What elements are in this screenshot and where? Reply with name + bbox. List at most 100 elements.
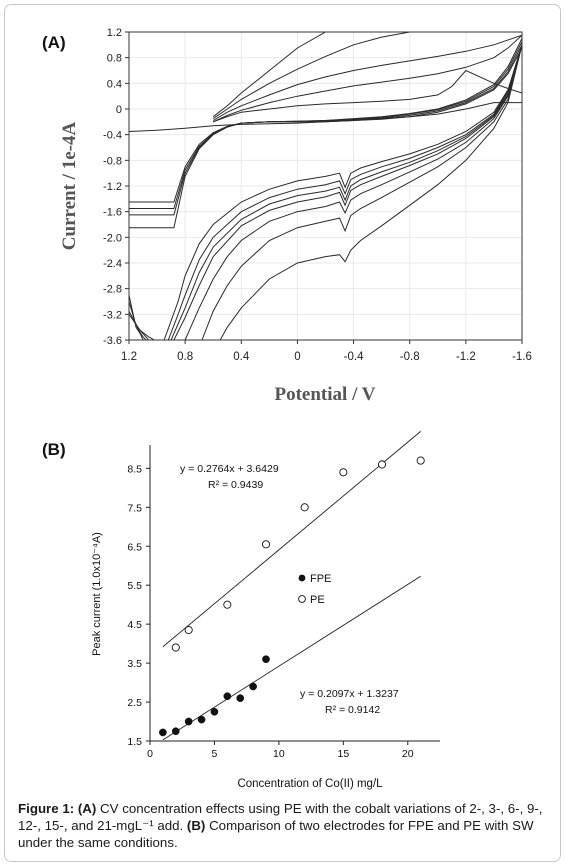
panel-a-y-tick-label: -3.2: [103, 309, 122, 321]
panel-a-x-tick-label: -1.6: [512, 351, 532, 363]
panel-a-y-tick-label: 0.4: [107, 78, 122, 90]
panel-a-cv-curve-19: [129, 301, 147, 340]
fpe-fit-r2: R² = 0.9142: [325, 704, 380, 716]
panel-a-y-tick-label: 0.8: [107, 53, 122, 65]
panel-b-y-tick-label: 8.5: [127, 463, 142, 475]
panel-a-x-axis-title: Potential / V: [275, 384, 376, 405]
pe-data-point: [377, 460, 387, 469]
panel-a-y-tick-label: 0: [116, 104, 122, 116]
panel-b-x-tick-label: 20: [402, 748, 414, 760]
figure-frame: [4, 4, 561, 862]
panel-a-x-tick-label: -1.2: [456, 351, 476, 363]
panel-b-y-ticks: 1.5 2.5 3.5 4.5 5.5 6.5 7.5 8.5: [127, 463, 150, 748]
panel-a-axes: [129, 32, 522, 340]
panel-a-y-tick-label: -2.0: [103, 232, 122, 244]
panel-a-cv-curve-6: [213, 69, 522, 123]
pe-data-point: [261, 540, 271, 549]
panel-b-label: (B): [42, 440, 66, 459]
fpe-data-point: [210, 707, 219, 716]
panel-b-y-tick-label: 3.5: [127, 658, 142, 670]
panel-a-x-ticks: 1.2 0.8 0.4 0 -0.4 -0.8 -1.2 -1.6: [121, 340, 532, 363]
pe-data-point: [300, 503, 309, 512]
pe-fit-r2: R² = 0.9439: [208, 479, 263, 491]
panel-b-fit-lines: [162, 431, 421, 741]
panel-b-x-tick-label: 15: [337, 748, 349, 760]
panel-a-cv-curve-4: [129, 38, 522, 229]
panel-a-y-tick-label: -0.4: [103, 130, 122, 142]
caption-a-text: CV concentration effects using PE with t…: [18, 801, 543, 833]
panel-b-y-tick-label: 6.5: [127, 541, 142, 553]
panel-a-plot-area: [129, 32, 522, 340]
fpe-data-point: [249, 682, 257, 691]
caption-b-label: (B): [186, 818, 206, 833]
panel-b-x-tick-label: 0: [147, 748, 153, 760]
legend-pe-marker: [298, 595, 306, 603]
caption-prefix: Figure 1:: [18, 801, 75, 816]
pe-fit-line: [162, 431, 421, 648]
pe-data-point: [171, 643, 180, 652]
pe-data-point: [339, 468, 348, 477]
panel-a-cv-curve-10: [212, 32, 382, 118]
panel-a-y-tick-label: -2.4: [103, 258, 122, 270]
panel-a-x-tick-label: 0.8: [177, 351, 193, 363]
panel-a-x-tick-label: 0.4: [233, 351, 250, 363]
pe-fit-equation: y = 0.2764x + 3.6429: [180, 463, 279, 475]
panel-b-y-tick-label: 7.5: [127, 502, 142, 514]
fpe-data-point: [262, 655, 270, 664]
panel-a-y-tick-label: -3.6: [103, 335, 122, 347]
panel-a-x-tick-label: 1.2: [121, 351, 137, 363]
panel-a-cv-curve-12: [167, 44, 522, 340]
legend-fpe-label: FPE: [310, 573, 331, 585]
panel-b-y-tick-label: 4.5: [127, 619, 142, 631]
panel-a-y-tick-label: -2.8: [103, 284, 122, 296]
panel-a-cv-curve-5: [129, 102, 522, 132]
fpe-data-point: [236, 694, 245, 703]
panel-b: (B) 0 5 10 15 20 1.5 2.5 3.5 4.5 5.5 6.5 7.5 8.5 FP…: [42, 431, 440, 790]
panel-b-x-ticks: 0 5 10 15 20: [147, 741, 414, 760]
panel-a-cv-curve-17: [219, 44, 522, 340]
panel-a-x-tick-label: 0: [294, 351, 300, 363]
panel-a-y-tick-label: -1.2: [103, 181, 122, 193]
panel-b-points: [159, 456, 425, 737]
panel-b-legend: FPE PE: [298, 573, 331, 606]
panel-a-cv-curve-11: [163, 44, 522, 340]
panel-b-y-tick-label: 5.5: [127, 580, 142, 592]
legend-pe-label: PE: [310, 594, 325, 606]
panel-a-cv-curve-2: [129, 44, 522, 209]
panel-a-cv-curve-21: [129, 314, 155, 340]
panel-a-y-tick-label: -0.8: [103, 155, 122, 167]
panel-a-cv-curve-20: [129, 310, 149, 340]
fpe-fit-equation: y = 0.2097x + 1.3237: [300, 688, 399, 700]
panel-a-label: (A): [42, 33, 66, 52]
caption-a-label: (A): [77, 801, 97, 816]
panel-a-cv-curve-18: [129, 294, 144, 340]
pe-data-point: [416, 456, 425, 465]
panel-a-cv-curve-16: [201, 44, 522, 340]
panel-a-x-tick-label: -0.8: [400, 351, 420, 363]
figure-caption: Figure 1: (A) CV concentration effects u…: [18, 800, 550, 851]
panel-a-cv-curve-8: [212, 34, 522, 121]
panel-a-cv-curve-7: [212, 34, 522, 123]
caption-b-text: Comparison of two electrodes for FPE and…: [18, 818, 534, 850]
panel-a-y-ticks: 1.2 0.8 0.4 0 -0.4 -0.8 -1.2 -1.6 -2.0 -2.4 -2.8 -3…: [103, 27, 129, 347]
panel-a-y-tick-label: 1.2: [107, 27, 122, 39]
panel-b-y-tick-label: 2.5: [127, 697, 142, 709]
pe-data-point: [223, 600, 232, 609]
panel-b-x-tick-label: 5: [212, 748, 218, 760]
pe-data-point: [184, 625, 193, 635]
panel-b-x-axis-title: Concentration of Co(II) mg/L: [237, 778, 383, 790]
panel-a-y-axis-title: Current / 1e-4A: [59, 122, 80, 251]
fpe-data-point: [171, 727, 180, 736]
panel-a-y-tick-label: -1.6: [103, 207, 122, 219]
panel-a-cv-curve-14: [173, 44, 522, 340]
fpe-data-point: [159, 728, 167, 737]
legend-fpe-marker: [298, 574, 306, 582]
panel-a-x-tick-label: -0.4: [344, 351, 364, 363]
fpe-fit-line: [162, 575, 421, 741]
panel-b-x-tick-label: 10: [273, 748, 285, 760]
fpe-data-point: [184, 717, 193, 726]
panel-a-cv-curve-9: [212, 32, 466, 120]
panel-a-cv-curve-15: [184, 44, 522, 340]
panel-a-cv-curve-13: [170, 44, 522, 340]
